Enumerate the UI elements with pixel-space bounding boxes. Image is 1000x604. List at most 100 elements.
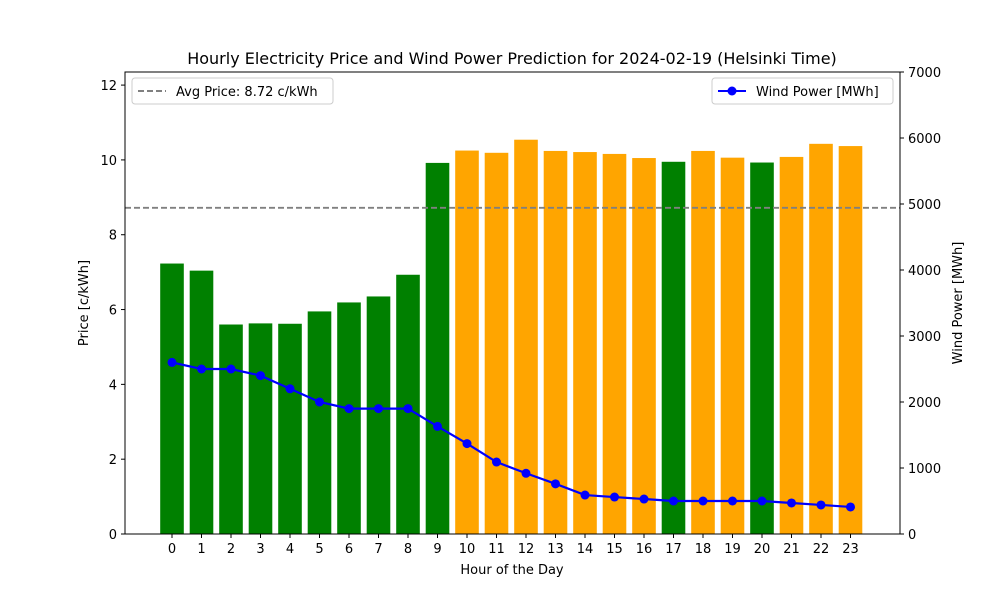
wind-power-point-17 (669, 496, 678, 506)
wind-power-point-5 (315, 397, 324, 407)
wind-power-point-7 (374, 404, 383, 414)
wind-power-point-21 (787, 498, 796, 508)
price-bar-15 (602, 153, 627, 534)
wind-power-point-20 (757, 496, 767, 506)
wind-power-point-10 (462, 439, 472, 449)
x-tick-label-4: 4 (286, 542, 294, 557)
x-tick-label-7: 7 (374, 542, 382, 557)
price-bar-12 (514, 139, 538, 534)
x-tick-label-1: 1 (197, 542, 205, 557)
price-bar-23 (838, 146, 863, 534)
price-bar-5 (307, 311, 332, 534)
x-tick-label-13: 13 (547, 542, 564, 557)
y2-tick-label-6000: 6000 (908, 132, 941, 147)
wind-power-point-0 (167, 357, 177, 367)
wind-power-point-1 (197, 364, 206, 374)
x-axis-label: Hour of the Day (460, 563, 564, 578)
x-tick-label-6: 6 (345, 542, 353, 557)
x-tick-label-18: 18 (695, 542, 712, 557)
legend-wind-power-label: Wind Power [MWh] (756, 85, 879, 100)
wind-power-point-13 (551, 479, 560, 489)
wind-power-point-15 (610, 492, 619, 502)
x-tick-label-8: 8 (404, 542, 412, 557)
wind-power-line (171, 361, 851, 509)
x-tick-label-2: 2 (227, 542, 235, 557)
y-tick-label-6: 6 (109, 304, 117, 319)
price-bar-14 (573, 152, 597, 534)
price-bar-17 (661, 161, 686, 534)
legend-wind-power: Wind Power [MWh] (711, 77, 894, 105)
y2-tick-label-1000: 1000 (908, 462, 941, 477)
axes: 0 1 2 3 4 5 6 7 8 9 10 11 12 13 14 15 16 17 18 19 20 21 22 2302… (100, 66, 941, 557)
wind-power-line-group (167, 357, 855, 512)
price-bars (160, 139, 863, 535)
price-bar-9 (425, 162, 450, 535)
x-tick-label-16: 16 (636, 542, 653, 557)
y-tick-label-12: 12 (100, 79, 117, 94)
price-bar-19 (720, 157, 745, 535)
y-tick-label-0: 0 (109, 528, 117, 543)
wind-power-point-23 (846, 502, 855, 512)
price-bar-11 (484, 152, 509, 535)
y2-tick-label-4000: 4000 (908, 264, 941, 279)
x-tick-label-20: 20 (754, 542, 771, 557)
x-tick-label-22: 22 (813, 542, 830, 557)
x-tick-label-10: 10 (459, 542, 476, 557)
price-bar-13 (543, 150, 568, 534)
y-tick-label-10: 10 (100, 154, 117, 169)
price-bar-3 (248, 323, 273, 534)
x-tick-label-15: 15 (606, 542, 623, 557)
price-bar-20 (750, 162, 774, 535)
legend-avg-price-label: Avg Price: 8.72 c/kWh (176, 85, 318, 100)
price-bar-4 (278, 323, 302, 534)
x-tick-label-17: 17 (665, 542, 682, 557)
x-tick-label-3: 3 (256, 542, 264, 557)
y-tick-label-2: 2 (109, 453, 117, 468)
legend-wind-power-marker (727, 86, 737, 96)
price-bar-7 (366, 296, 391, 534)
wind-power-point-6 (344, 404, 354, 414)
x-tick-label-12: 12 (518, 542, 535, 557)
wind-power-point-16 (639, 494, 649, 504)
wind-power-point-19 (728, 496, 737, 506)
price-bar-1 (189, 270, 214, 534)
y-axis-label: Price [c/kWh] (77, 260, 92, 346)
price-bar-0 (160, 263, 184, 534)
y2-tick-label-2000: 2000 (908, 396, 941, 411)
x-tick-label-19: 19 (724, 542, 741, 557)
x-tick-label-5: 5 (315, 542, 323, 557)
wind-power-point-14 (580, 490, 590, 500)
y2-tick-label-7000: 7000 (908, 66, 941, 81)
x-tick-label-9: 9 (433, 542, 441, 557)
x-tick-label-23: 23 (842, 542, 859, 557)
wind-power-point-4 (285, 384, 295, 394)
y2-axis-label: Wind Power [MWh] (951, 242, 966, 365)
legend-avg-price: Avg Price: 8.72 c/kWh (131, 77, 334, 105)
y-tick-label-4: 4 (109, 378, 117, 393)
y2-tick-label-0: 0 (908, 528, 916, 543)
price-bar-10 (455, 150, 479, 534)
price-bar-2 (219, 324, 243, 534)
wind-power-point-12 (521, 468, 531, 478)
plot-frame (124, 71, 901, 535)
wind-power-point-3 (256, 371, 265, 381)
y-tick-label-8: 8 (109, 229, 117, 244)
wind-power-point-2 (226, 364, 236, 374)
x-tick-label-11: 11 (488, 542, 505, 557)
legend-wind-power-box (711, 77, 894, 105)
y2-tick-label-3000: 3000 (908, 330, 941, 345)
price-bar-21 (779, 156, 804, 534)
wind-power-point-9 (433, 421, 442, 431)
chart-title: Hourly Electricity Price and Wind Power … (187, 49, 837, 68)
price-bar-18 (691, 150, 715, 534)
y2-tick-label-5000: 5000 (908, 198, 941, 213)
price-bar-22 (809, 143, 833, 534)
price-bar-6 (337, 302, 361, 534)
x-tick-label-14: 14 (577, 542, 594, 557)
wind-power-point-11 (492, 457, 501, 467)
price-bar-16 (632, 158, 656, 535)
wind-power-point-22 (816, 500, 826, 510)
x-tick-label-0: 0 (168, 542, 176, 557)
